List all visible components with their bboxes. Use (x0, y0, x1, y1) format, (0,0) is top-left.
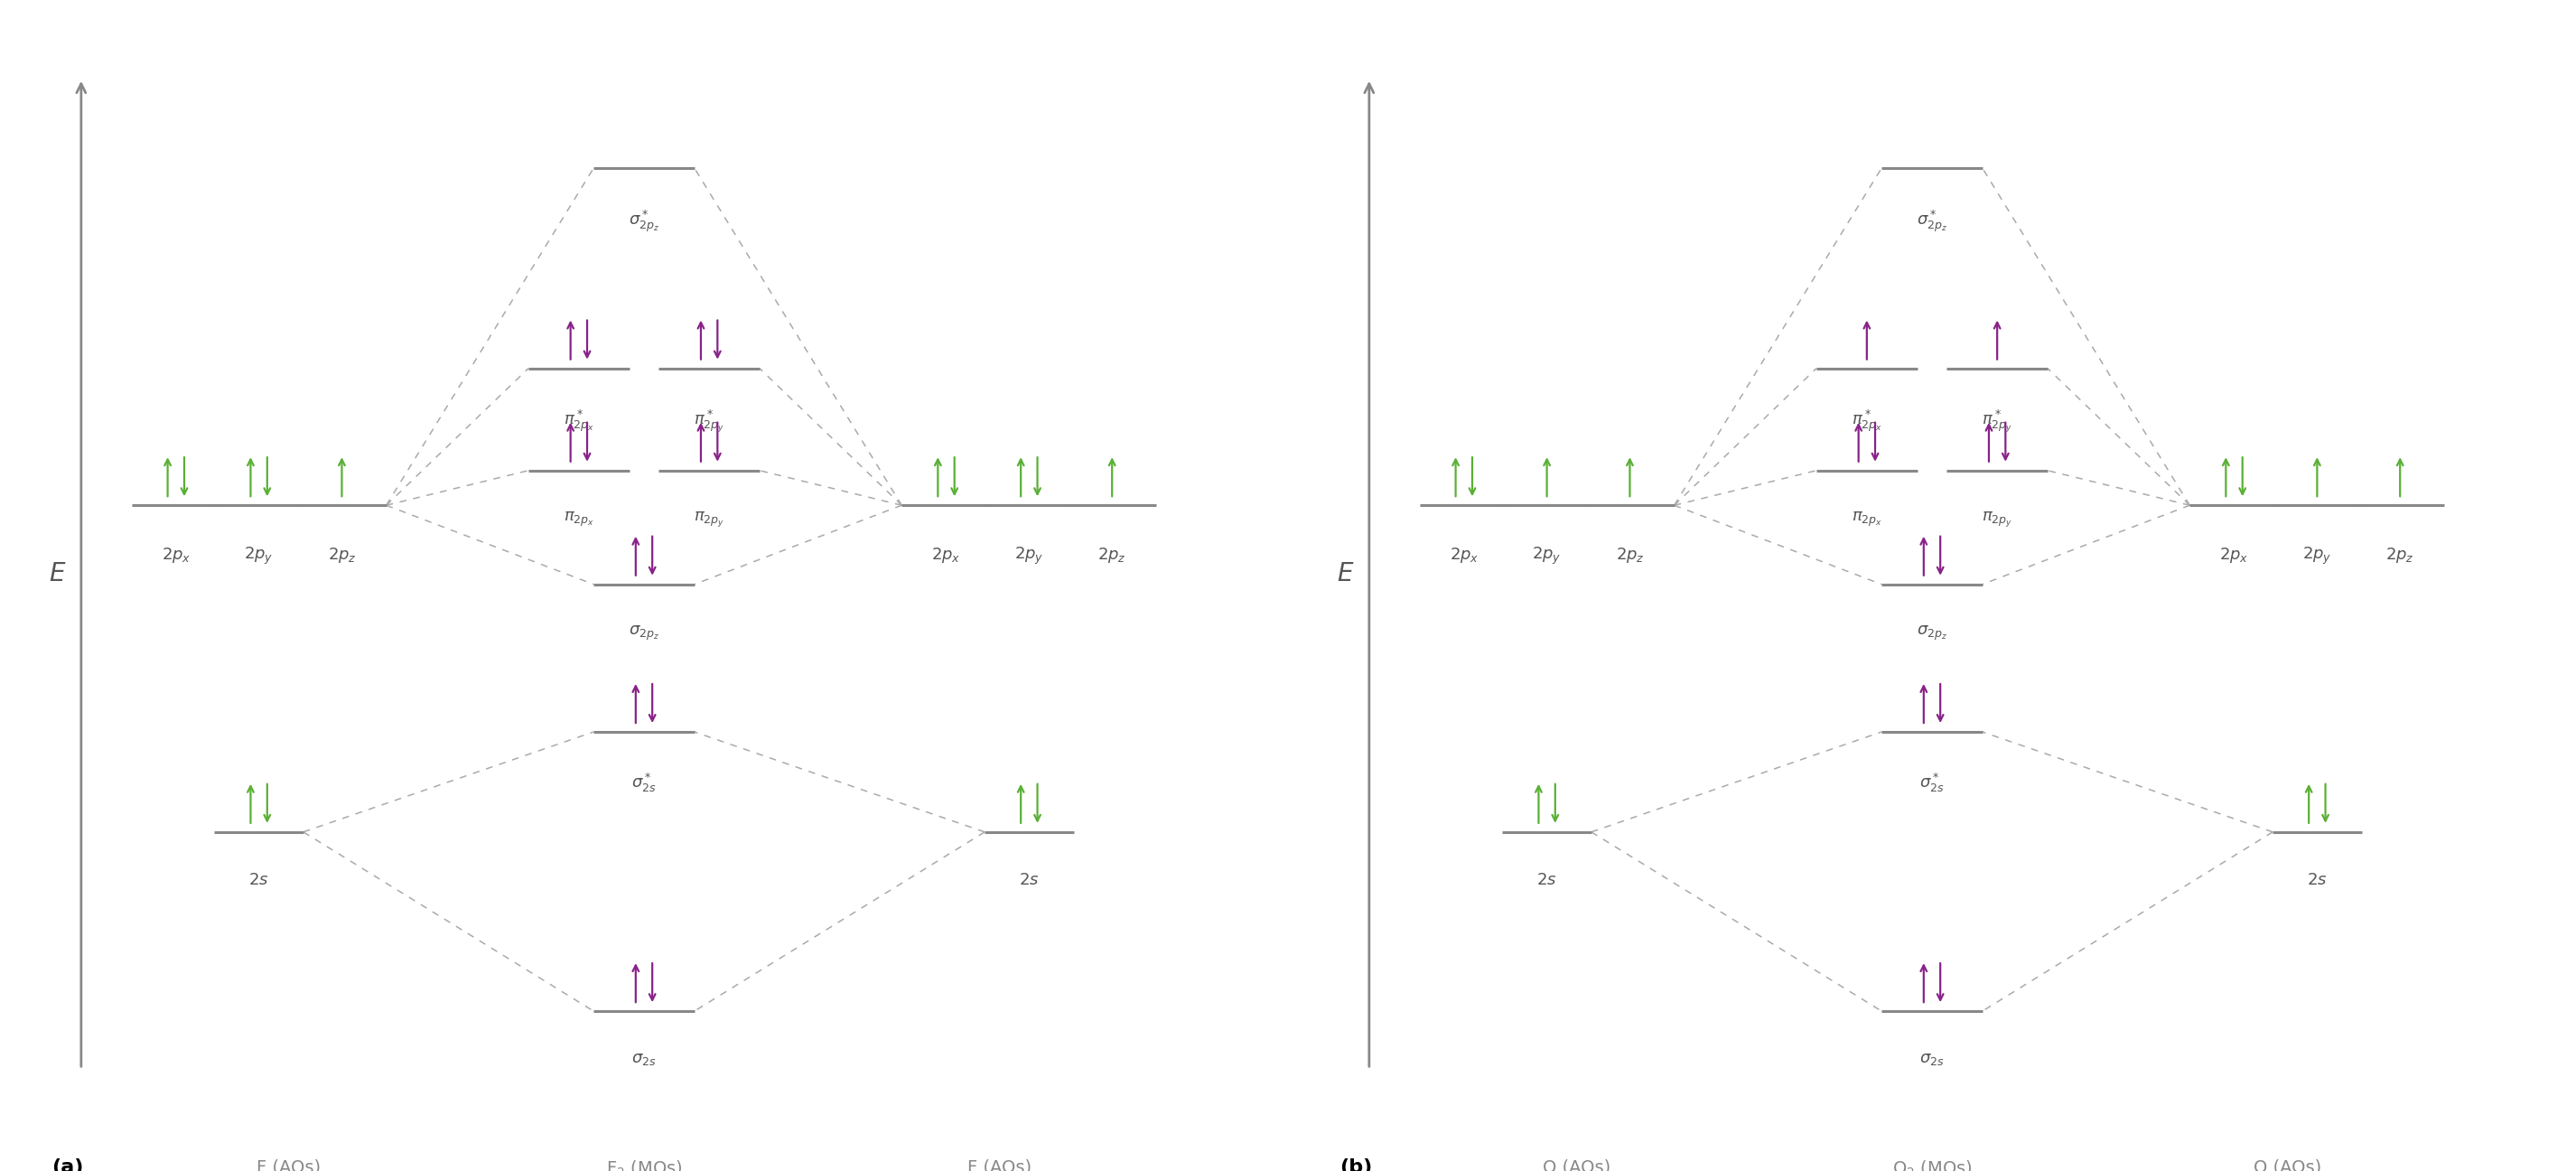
Text: F (AOs): F (AOs) (258, 1159, 319, 1171)
Text: $2p_y$: $2p_y$ (1533, 546, 1561, 567)
Text: $\sigma^*_{2p_z}$: $\sigma^*_{2p_z}$ (1917, 208, 1947, 234)
Text: $E$: $E$ (49, 562, 67, 586)
Text: $\pi_{2p_y}$: $\pi_{2p_y}$ (1981, 511, 2012, 529)
Text: $\sigma^*_{2p_z}$: $\sigma^*_{2p_z}$ (629, 208, 659, 234)
Text: $\pi^*_{2p_y}$: $\pi^*_{2p_y}$ (1981, 409, 2012, 434)
Text: $2p_y$: $2p_y$ (245, 546, 273, 567)
Text: $2p_z$: $2p_z$ (327, 546, 355, 564)
Text: $2s$: $2s$ (250, 872, 268, 889)
Text: $2s$: $2s$ (2308, 872, 2326, 889)
Text: (a): (a) (52, 1159, 82, 1171)
Text: $\pi^*_{2p_y}$: $\pi^*_{2p_y}$ (693, 409, 724, 434)
Text: $2p_y$: $2p_y$ (2303, 546, 2331, 567)
Text: $\sigma_{2p_z}$: $\sigma_{2p_z}$ (629, 624, 659, 643)
Text: $\pi^*_{2p_x}$: $\pi^*_{2p_x}$ (1852, 409, 1883, 434)
Text: $2p_z$: $2p_z$ (2385, 546, 2414, 564)
Text: $\sigma_{2s}$: $\sigma_{2s}$ (1919, 1052, 1945, 1068)
Text: $\pi_{2p_x}$: $\pi_{2p_x}$ (564, 511, 595, 529)
Text: O (AOs): O (AOs) (1543, 1159, 1610, 1171)
Text: $2p_z$: $2p_z$ (1615, 546, 1643, 564)
Text: $2p_y$: $2p_y$ (1015, 546, 1043, 567)
Text: O (AOs): O (AOs) (2254, 1159, 2321, 1171)
Text: $\pi_{2p_x}$: $\pi_{2p_x}$ (1852, 511, 1883, 529)
Text: (b): (b) (1340, 1159, 1373, 1171)
Text: $E$: $E$ (1337, 562, 1355, 586)
Text: $\sigma_{2s}$: $\sigma_{2s}$ (631, 1052, 657, 1068)
Text: $2p_z$: $2p_z$ (1097, 546, 1126, 564)
Text: $\pi^*_{2p_x}$: $\pi^*_{2p_x}$ (564, 409, 595, 434)
Text: $2p_x$: $2p_x$ (162, 546, 191, 564)
Text: $2p_x$: $2p_x$ (933, 546, 961, 564)
Text: $2p_x$: $2p_x$ (1450, 546, 1479, 564)
Text: $\sigma_{2p_z}$: $\sigma_{2p_z}$ (1917, 624, 1947, 643)
Text: $2s$: $2s$ (1538, 872, 1556, 889)
Text: O$_2$ (MOs): O$_2$ (MOs) (1891, 1159, 1973, 1171)
Text: $\sigma^*_{2s}$: $\sigma^*_{2s}$ (1919, 772, 1945, 795)
Text: $\sigma^*_{2s}$: $\sigma^*_{2s}$ (631, 772, 657, 795)
Text: F (AOs): F (AOs) (969, 1159, 1030, 1171)
Text: $\pi_{2p_y}$: $\pi_{2p_y}$ (693, 511, 724, 529)
Text: $2p_x$: $2p_x$ (2221, 546, 2249, 564)
Text: F$_2$ (MOs): F$_2$ (MOs) (605, 1159, 683, 1171)
Text: $2s$: $2s$ (1020, 872, 1038, 889)
